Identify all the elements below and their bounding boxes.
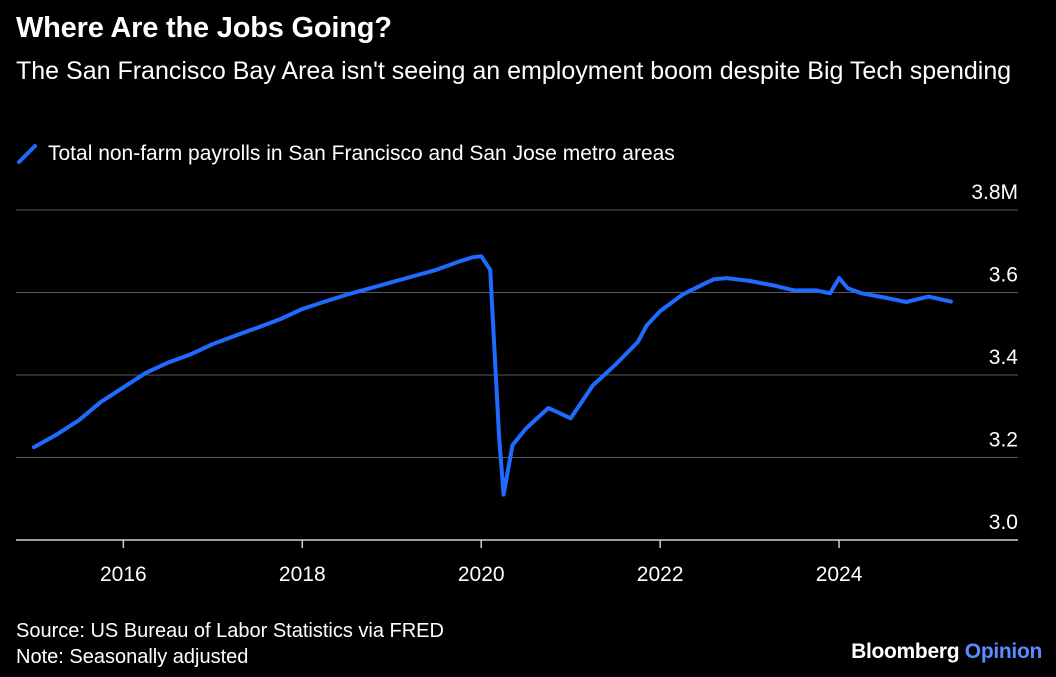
chart-title: Where Are the Jobs Going? (16, 12, 392, 44)
legend-label: Total non-farm payrolls in San Francisco… (48, 142, 675, 165)
y-tick-label: 3.8M (971, 181, 1018, 204)
y-tick-label: 3.2 (989, 429, 1018, 452)
x-tick-label: 2016 (100, 563, 147, 586)
source-note: Source: US Bureau of Labor Statistics vi… (16, 620, 444, 642)
legend-line-icon (17, 144, 37, 164)
brand-accent: Opinion (964, 640, 1043, 663)
y-tick-label: 3.0 (989, 511, 1018, 534)
x-tick-label: 2022 (637, 563, 684, 586)
brand-logo: Bloomberg Opinion (851, 640, 1042, 664)
footer: Source: US Bureau of Labor Statistics vi… (16, 618, 444, 670)
brand-name: Bloomberg (851, 640, 960, 663)
x-tick-label: 2018 (279, 563, 326, 586)
y-tick-label: 3.4 (989, 346, 1019, 369)
legend: Total non-farm payrolls in San Francisco… (16, 142, 675, 166)
chart-subtitle: The San Francisco Bay Area isn't seeing … (16, 57, 1012, 85)
x-tick-label: 2020 (458, 563, 505, 586)
line-chart: 3.0 3.2 3.4 3.6 3.8M 2016 2018 2020 2022 2024 (16, 181, 1019, 586)
series-line (31, 254, 953, 497)
adjustment-note: Note: Seasonally adjusted (16, 646, 249, 668)
y-tick-label: 3.6 (989, 264, 1018, 287)
x-tick-label: 2024 (816, 563, 863, 586)
